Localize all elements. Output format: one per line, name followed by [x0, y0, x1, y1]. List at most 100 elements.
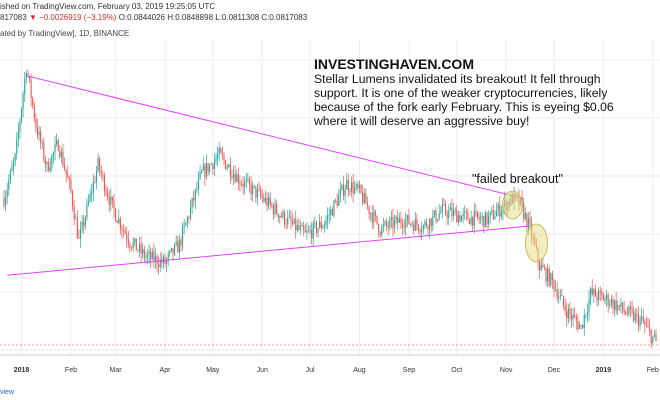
header-ohlc: O:0.0844026 H:0.0848898 L:0.0811308 C:0.… [118, 13, 308, 22]
candle [181, 227, 184, 246]
candle [170, 248, 172, 252]
candle [641, 316, 643, 319]
candle [261, 195, 263, 198]
candle [284, 211, 286, 225]
candle [555, 289, 557, 291]
candle [467, 212, 469, 220]
candle [51, 155, 53, 168]
candle [484, 212, 486, 228]
candle [539, 261, 541, 271]
candle [336, 200, 338, 206]
candle [494, 216, 496, 220]
candle [38, 131, 40, 136]
candle [363, 193, 365, 203]
candle [129, 243, 131, 248]
candle [386, 221, 388, 226]
candle [36, 127, 39, 136]
candle [153, 251, 155, 262]
candle [217, 155, 219, 159]
candle [642, 316, 644, 323]
candle [609, 304, 611, 306]
candle [550, 273, 552, 286]
candle [445, 204, 447, 214]
candle [481, 215, 483, 218]
candle [196, 189, 198, 190]
candle [368, 205, 370, 214]
candle [478, 216, 480, 220]
candle [650, 330, 652, 344]
candle [612, 299, 614, 309]
candle [263, 197, 265, 202]
candle [526, 213, 528, 228]
candle [35, 118, 37, 128]
candle [105, 191, 107, 194]
candle [79, 229, 82, 239]
candle [582, 324, 584, 328]
candle [558, 296, 560, 299]
candle [422, 225, 424, 231]
candle [446, 213, 448, 218]
candle [602, 295, 604, 301]
candle [564, 305, 566, 312]
candle [201, 170, 203, 173]
candle [30, 79, 32, 99]
footer-link[interactable]: view [0, 389, 15, 396]
candle [615, 300, 617, 311]
candle [500, 211, 502, 217]
candle [288, 216, 290, 218]
candle [134, 238, 136, 243]
candle [540, 264, 542, 271]
candle [586, 311, 589, 316]
candle [290, 216, 292, 222]
candle [280, 215, 282, 217]
candle [473, 211, 475, 226]
candle [346, 179, 348, 190]
candle [578, 325, 581, 330]
candle [44, 159, 47, 165]
candle [76, 218, 78, 238]
candle [626, 313, 628, 315]
candle [330, 209, 332, 216]
x-tick-label: 2019 [596, 367, 612, 374]
candle [282, 211, 284, 217]
candle [92, 181, 94, 194]
candle [258, 189, 260, 191]
header-publish-line: ished on TradingView.com, February 03, 2… [0, 2, 216, 11]
x-tick-label: Dec [548, 367, 561, 374]
candle [339, 189, 341, 196]
header-last-price: 817083 [0, 13, 27, 22]
candle [71, 191, 74, 207]
candle [606, 294, 608, 299]
candle [46, 162, 48, 165]
candle [212, 164, 214, 170]
candle [296, 225, 298, 231]
candle [394, 220, 396, 228]
candle [220, 148, 222, 153]
candle [341, 184, 343, 190]
candle [625, 311, 627, 314]
candle [41, 142, 43, 144]
failed-breakout-label: "failed breakout" [472, 172, 563, 186]
candle [32, 98, 34, 106]
candle [314, 222, 316, 224]
trendlines [7, 75, 529, 276]
candle [350, 182, 353, 192]
candle [335, 200, 337, 202]
candle [457, 215, 459, 223]
candle [628, 306, 630, 315]
highlight-ellipses [502, 190, 548, 263]
candle [403, 227, 405, 228]
candle [191, 197, 193, 208]
candle [373, 211, 375, 223]
candle [307, 230, 310, 232]
candle [542, 264, 544, 268]
candle [188, 217, 190, 219]
candle [97, 157, 99, 172]
candle [240, 183, 243, 185]
candle [454, 210, 456, 212]
candle [437, 219, 439, 222]
candle [304, 230, 306, 233]
x-tick-label: May [206, 367, 220, 374]
candle [193, 197, 195, 201]
